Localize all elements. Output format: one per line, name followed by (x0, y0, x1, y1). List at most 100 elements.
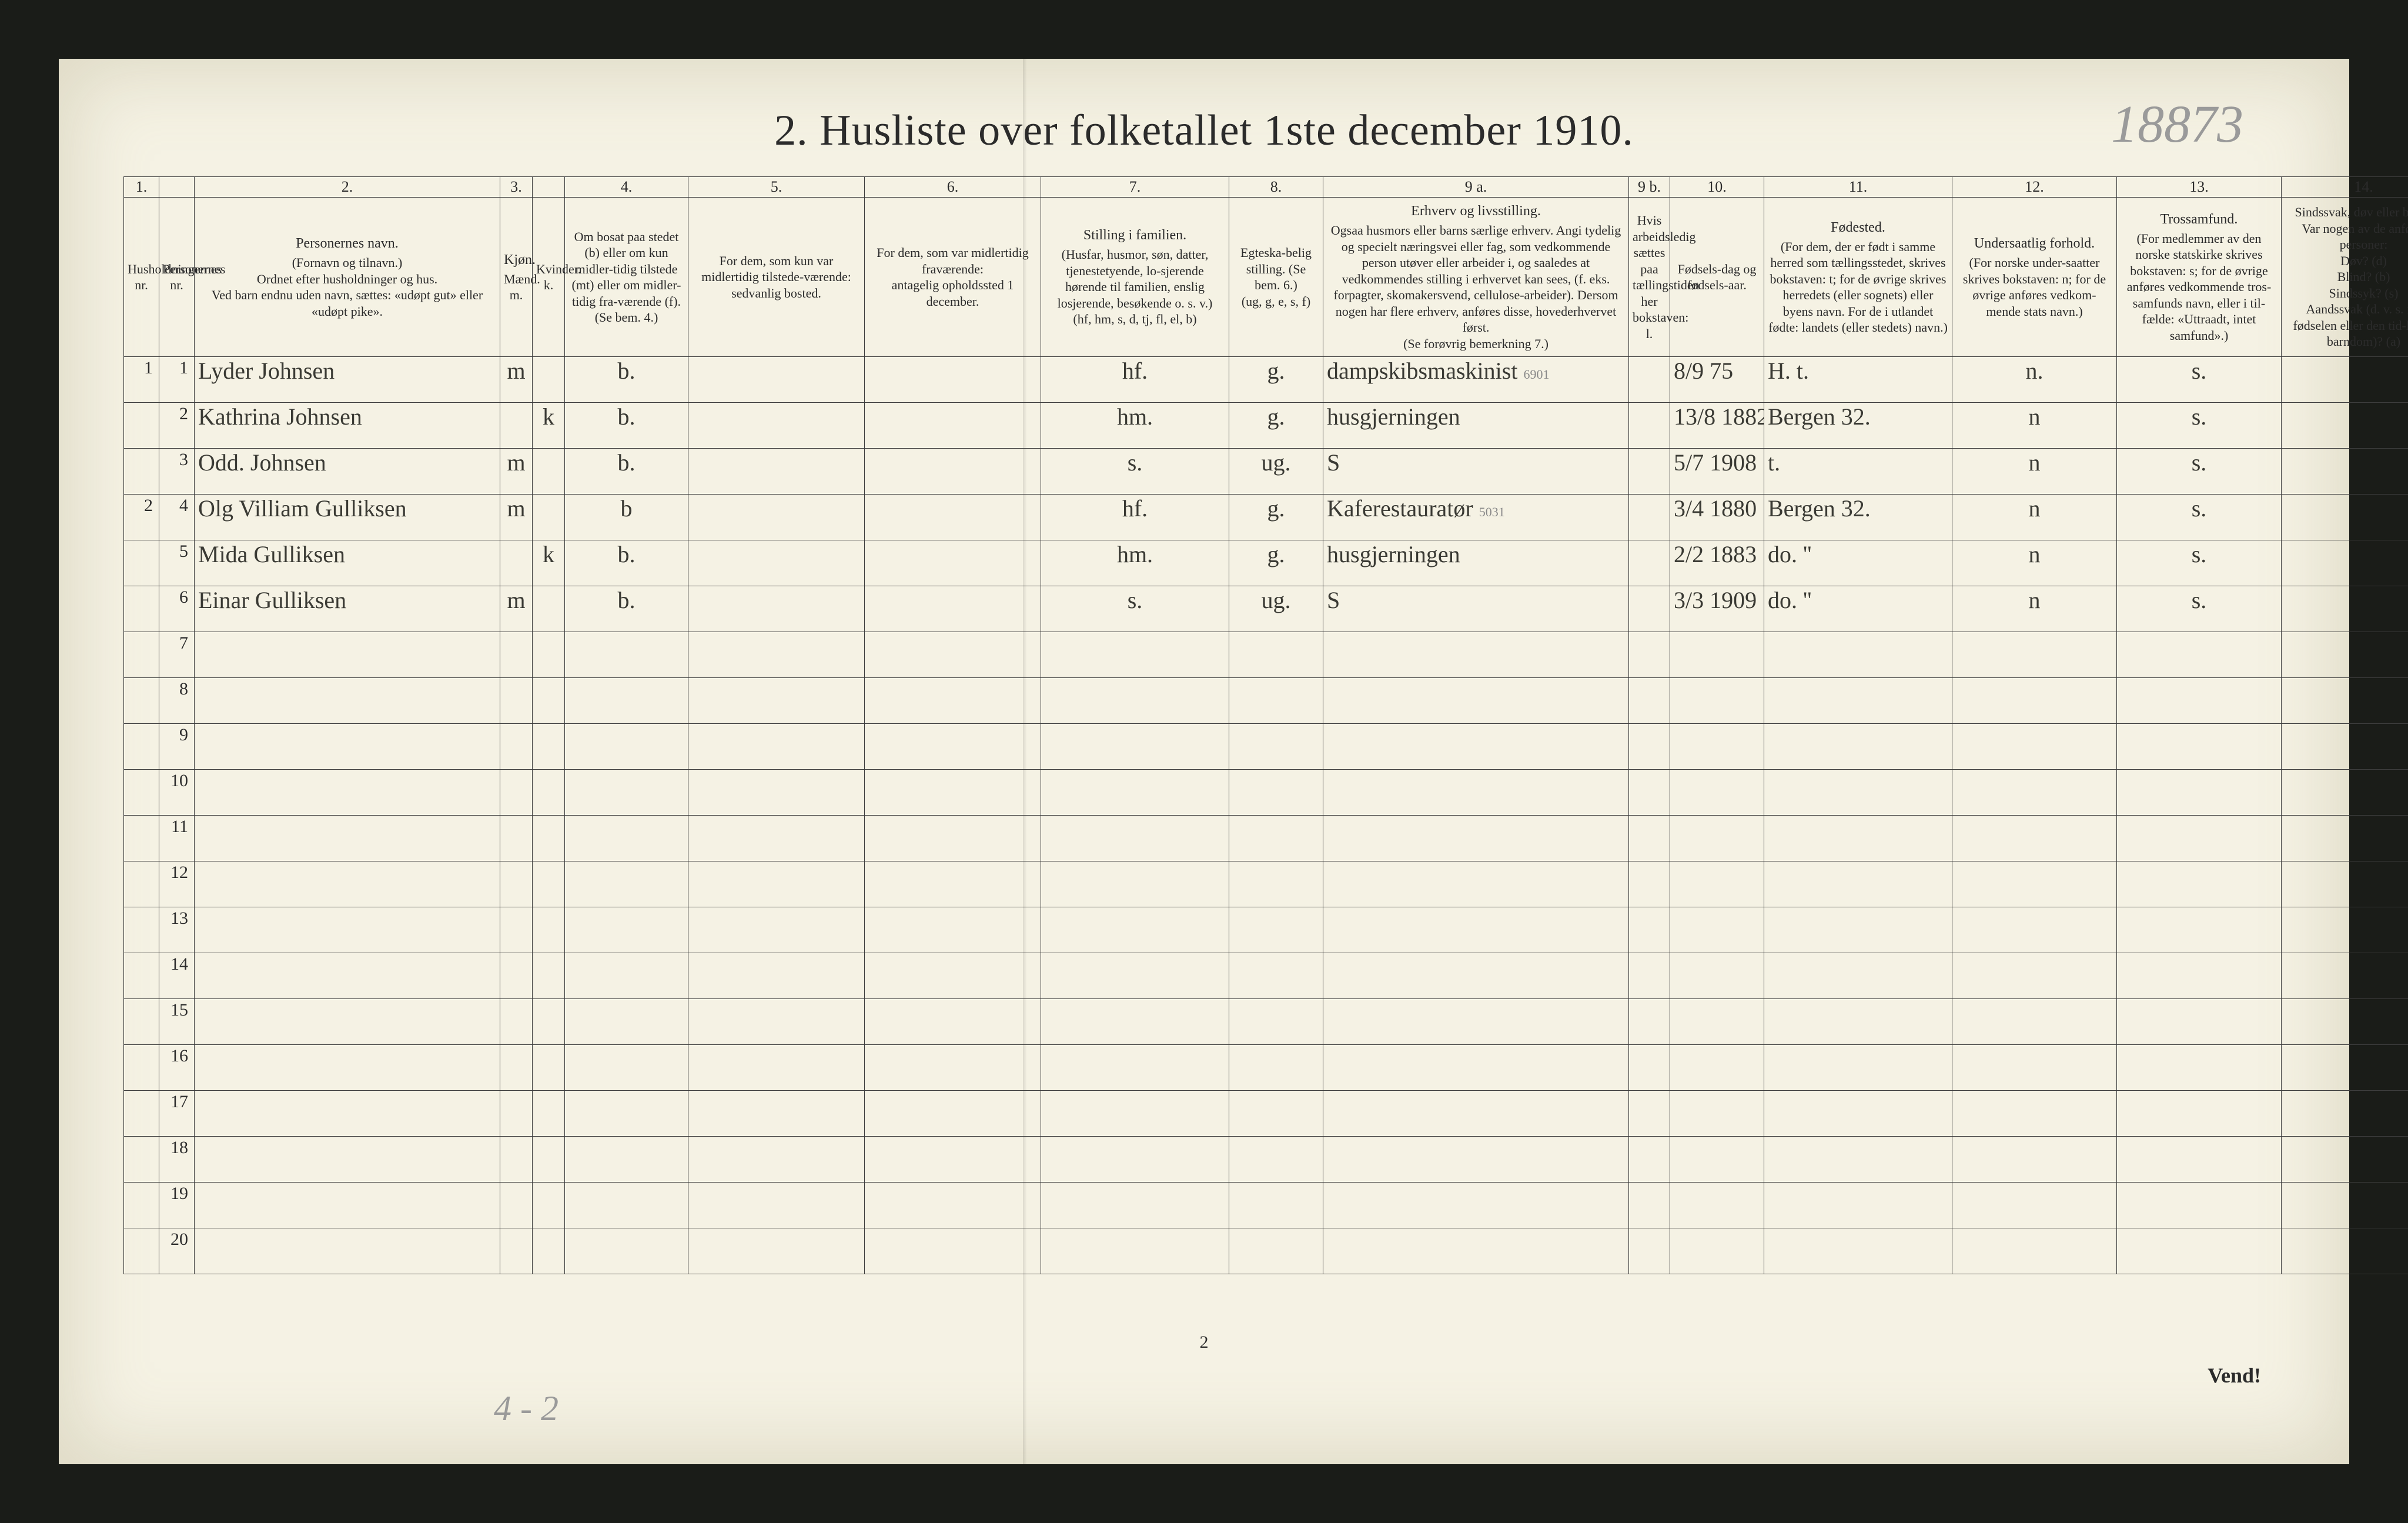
table-cell: husgjerningen (1323, 403, 1629, 449)
table-cell (2282, 357, 2408, 403)
table-cell (2117, 907, 2282, 953)
table-row: 12 (124, 861, 2408, 907)
table-cell (1952, 999, 2117, 1045)
table-cell (1629, 907, 1670, 953)
table-cell: 1 (159, 357, 195, 403)
table-cell (1952, 1045, 2117, 1091)
table-cell (1670, 632, 1764, 678)
table-cell: m (500, 357, 533, 403)
page-title: 2. Husliste over folketallet 1ste decemb… (59, 106, 2349, 156)
table-cell: 20 (159, 1228, 195, 1274)
table-cell: S (1323, 449, 1629, 495)
table-cell (500, 1137, 533, 1183)
table-cell: 12 (159, 861, 195, 907)
table-cell: 2 (124, 495, 159, 540)
column-number: 5. (688, 177, 865, 198)
table-cell: t. (1764, 449, 1952, 495)
table-cell: b. (565, 540, 688, 586)
table-cell (500, 816, 533, 861)
column-header: For dem, som kun var midlertidig tilsted… (688, 198, 865, 357)
table-cell (533, 953, 565, 999)
table-cell (865, 403, 1041, 449)
table-cell (1629, 724, 1670, 770)
table-row: 18 (124, 1137, 2408, 1183)
column-header: Personernes nr. (159, 198, 195, 357)
table-row: 8 (124, 678, 2408, 724)
table-cell (1629, 816, 1670, 861)
table-cell (565, 1183, 688, 1228)
table-row: 11Lyder Johnsenmb.hf.g.dampskibsmaskinis… (124, 357, 2408, 403)
table-cell (533, 449, 565, 495)
table-cell (688, 632, 865, 678)
column-number: 11. (1764, 177, 1952, 198)
table-cell (1323, 1228, 1629, 1274)
table-cell (565, 678, 688, 724)
table-cell (195, 907, 500, 953)
table-cell (565, 953, 688, 999)
table-cell: 2/2 1883 (1670, 540, 1764, 586)
table-cell (1670, 999, 1764, 1045)
table-cell: s. (2117, 403, 2282, 449)
table-row: 9 (124, 724, 2408, 770)
table-cell (2117, 1045, 2282, 1091)
table-cell: g. (1229, 357, 1323, 403)
table-row: 3Odd. Johnsenmb.s.ug.S5/7 1908t.ns. (124, 449, 2408, 495)
column-number: 1. (124, 177, 159, 198)
table-row: 20 (124, 1228, 2408, 1274)
table-cell (2117, 1228, 2282, 1274)
table-cell (195, 861, 500, 907)
table-cell (124, 449, 159, 495)
pencil-annotation-top: 18873 (2111, 94, 2243, 155)
table-cell (533, 1183, 565, 1228)
table-cell: n (1952, 449, 2117, 495)
table-cell: Kathrina Johnsen (195, 403, 500, 449)
table-cell (1229, 861, 1323, 907)
table-cell (1323, 861, 1629, 907)
table-cell (124, 1045, 159, 1091)
table-cell (533, 907, 565, 953)
table-cell (865, 1137, 1041, 1183)
table-cell: 16 (159, 1045, 195, 1091)
column-header: Stilling i familien.(Husfar, husmor, søn… (1041, 198, 1229, 357)
column-header: Fødsels-dag og fødsels-aar. (1670, 198, 1764, 357)
pencil-annotation-bottom: 4 - 2 (494, 1388, 558, 1429)
table-cell (2282, 816, 2408, 861)
table-cell (688, 907, 865, 953)
table-cell (1229, 953, 1323, 999)
table-cell (1041, 1137, 1229, 1183)
table-cell (1629, 1183, 1670, 1228)
table-cell (865, 586, 1041, 632)
column-header: Undersaatlig forhold.(For norske under-s… (1952, 198, 2117, 357)
table-cell (1323, 632, 1629, 678)
table-cell (865, 540, 1041, 586)
table-cell (533, 495, 565, 540)
table-cell (1229, 999, 1323, 1045)
table-cell (1952, 816, 2117, 861)
column-number: 12. (1952, 177, 2117, 198)
table-row: 11 (124, 816, 2408, 861)
table-cell (1041, 1091, 1229, 1137)
table-cell (1629, 953, 1670, 999)
table-cell (2282, 999, 2408, 1045)
table-cell: s. (2117, 540, 2282, 586)
table-cell (195, 999, 500, 1045)
table-cell (865, 816, 1041, 861)
table-cell (195, 1091, 500, 1137)
table-cell (688, 449, 865, 495)
table-cell (688, 770, 865, 816)
table-cell (565, 861, 688, 907)
table-cell (1764, 1183, 1952, 1228)
table-cell (2117, 953, 2282, 999)
table-cell (500, 1228, 533, 1274)
table-cell (124, 1091, 159, 1137)
column-header: Egteska-belig stilling. (Se bem. 6.) (ug… (1229, 198, 1323, 357)
table-cell (1629, 678, 1670, 724)
table-cell (124, 540, 159, 586)
table-cell (1629, 1228, 1670, 1274)
table-cell (565, 1137, 688, 1183)
table-cell (1952, 861, 2117, 907)
column-header: Trossamfund.(For medlemmer av den norske… (2117, 198, 2282, 357)
table-cell (195, 1183, 500, 1228)
column-number: 13. (2117, 177, 2282, 198)
table-cell (688, 953, 865, 999)
